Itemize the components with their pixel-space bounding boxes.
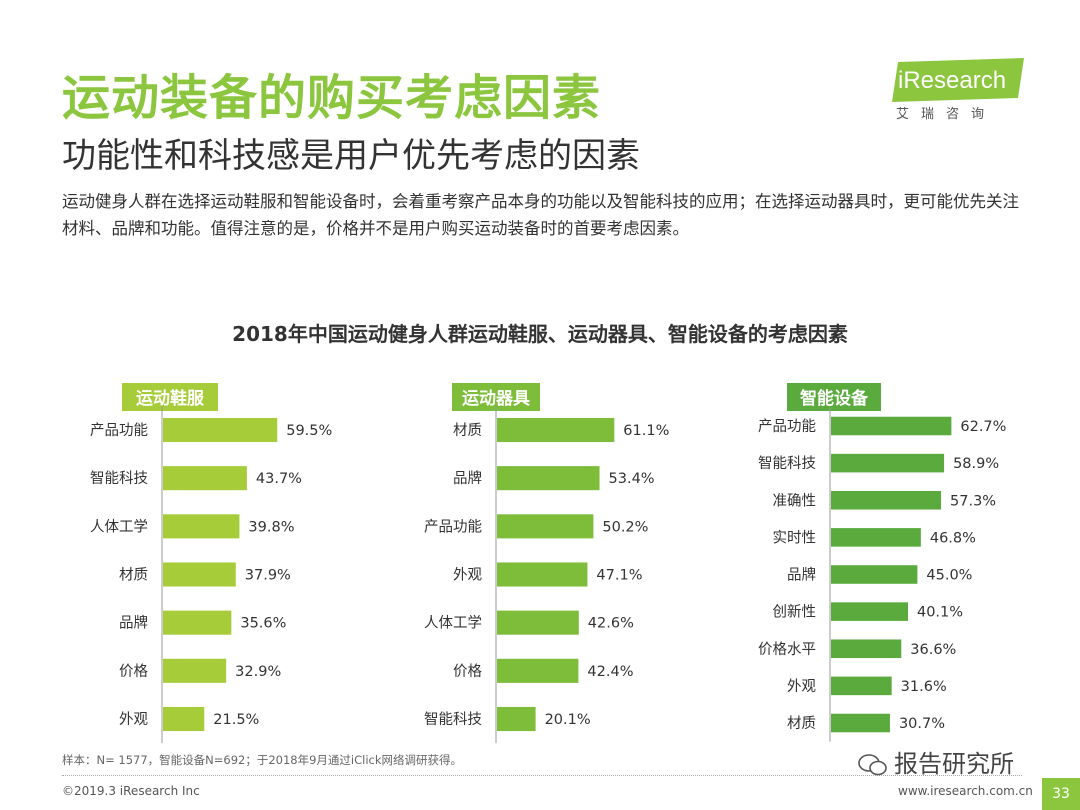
bar [163,514,240,539]
bar [163,658,227,683]
data-label: 36.6% [910,642,956,658]
watermark-text: 报告研究所 [894,750,1014,778]
bar [497,562,588,587]
page-title: 运动装备的购买考虑因素 [62,70,602,126]
bar [497,417,615,443]
category-label: 准确性 [773,492,817,509]
category-label: 实时性 [773,529,817,546]
category-label: 产品功能 [758,418,816,435]
panel-title: 运动鞋服 [136,388,205,409]
category-label: 人体工学 [90,518,148,535]
category-label: 产品功能 [90,422,148,439]
category-label: 智能科技 [758,455,816,472]
data-label: 47.1% [596,568,642,584]
bar [163,562,236,587]
data-label: 37.9% [245,568,291,584]
category-label: 外观 [787,678,816,695]
logo-text: iResearch [898,67,1006,94]
data-label: 46.8% [930,530,976,546]
logo-subtitle: 艾瑞咨询 [896,107,997,122]
footer-divider [62,775,1022,776]
category-label: 价格 [453,663,482,680]
panel-title-badge [787,383,881,411]
category-label: 产品功能 [424,518,482,535]
bar [497,466,600,491]
data-label: 53.4% [609,471,655,487]
category-label: 价格 [119,663,148,680]
data-label: 50.2% [602,519,648,535]
bar [831,602,908,621]
data-label: 42.4% [587,664,633,680]
data-label: 58.9% [953,456,999,472]
data-label: 43.7% [256,471,302,487]
bar [831,676,892,696]
category-label: 外观 [453,567,482,584]
iresearch-logo: iResearch [892,58,1024,102]
watermark: 报告研究所 [858,744,1014,779]
panel-title: 智能设备 [800,388,869,409]
category-label: 价格水平 [758,641,816,658]
bar [497,514,594,539]
data-label: 61.1% [623,423,669,439]
data-label: 20.1% [545,712,591,728]
bar [497,658,579,683]
data-label: 40.1% [917,605,963,621]
data-label: 45.0% [926,568,972,584]
category-label: 品牌 [453,470,482,487]
website: www.iresearch.com.cn [898,784,1033,798]
bar [497,610,579,635]
bar [831,416,952,436]
data-label: 39.8% [248,519,294,535]
category-label: 材质 [787,715,816,732]
wechat-icon [858,754,887,776]
bar [163,706,205,732]
category-label: 品牌 [119,615,148,632]
data-label: 35.6% [240,616,286,632]
category-label: 材质 [119,567,148,584]
data-label: 59.5% [286,423,332,439]
panel-title: 运动器具 [462,389,530,409]
category-label: 外观 [119,711,148,728]
data-label: 32.9% [235,664,281,680]
data-label: 21.5% [213,712,259,728]
data-label: 42.6% [588,616,634,632]
data-label: 57.3% [950,493,996,509]
chart-title: 2018年中国运动健身人群运动鞋服、运动器具、智能设备的考虑因素 [232,322,848,346]
page-number: 33 [1042,778,1080,810]
category-label: 品牌 [787,567,816,584]
category-label: 创新性 [773,604,817,621]
data-label: 31.6% [901,679,947,695]
bar [831,528,921,547]
bar [831,453,945,473]
category-label: 材质 [453,422,482,439]
page-subtitle: 功能性和科技感是用户优先考虑的因素 [62,136,640,176]
bar [497,706,536,732]
category-label: 人体工学 [424,615,482,632]
bar [163,466,247,491]
category-label: 智能科技 [424,711,482,728]
data-label: 30.7% [899,716,945,732]
bar [163,417,278,443]
bar [831,639,902,659]
bar [831,565,918,584]
page-description: 运动健身人群在选择运动鞋服和智能设备时，会着重考察产品本身的功能以及智能科技的应… [62,192,1019,238]
bar [163,610,232,635]
data-label: 62.7% [960,419,1006,435]
footnote: 样本：N= 1577，智能设备N=692；于2018年9月通过iClick网络调… [62,753,463,767]
bar [831,713,890,733]
bar [831,490,942,510]
category-label: 智能科技 [90,470,148,487]
copyright: ©2019.3 iResearch Inc [62,784,200,798]
panel-title-badge [122,383,218,411]
